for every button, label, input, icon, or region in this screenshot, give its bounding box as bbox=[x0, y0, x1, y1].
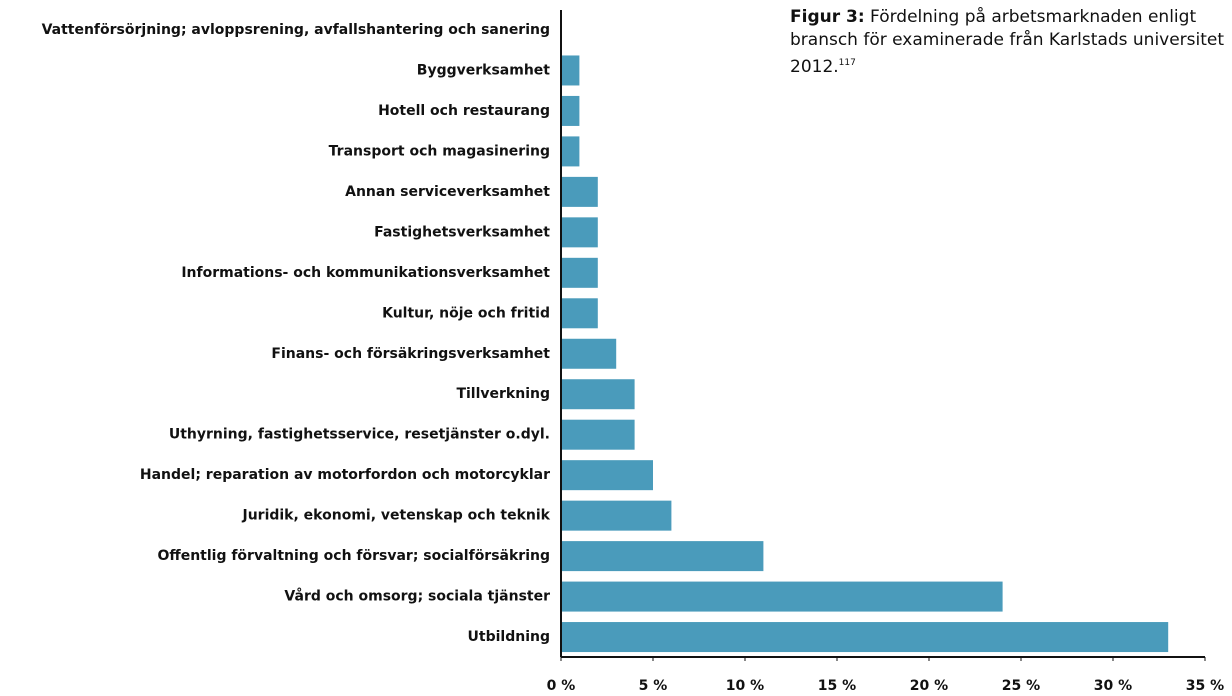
bar bbox=[561, 419, 635, 450]
y-tick-label: Informations- och kommunikationsverksamh… bbox=[181, 265, 550, 281]
x-tick-label: 25 % bbox=[1002, 678, 1040, 694]
bar bbox=[561, 298, 598, 329]
bar bbox=[561, 622, 1169, 653]
x-tick-label: 5 % bbox=[639, 678, 668, 694]
bar bbox=[561, 176, 598, 207]
bar bbox=[561, 257, 598, 288]
bar bbox=[561, 217, 598, 248]
bar bbox=[561, 379, 635, 410]
x-tick-label: 15 % bbox=[818, 678, 856, 694]
bar bbox=[561, 136, 580, 167]
x-tick-label: 10 % bbox=[726, 678, 764, 694]
y-tick-label: Juridik, ekonomi, vetenskap och teknik bbox=[241, 508, 550, 524]
bar bbox=[561, 55, 580, 86]
bar bbox=[561, 95, 580, 126]
annotation-text: Fördelning på arbetsmarknaden enligt bra… bbox=[790, 7, 1225, 77]
bar bbox=[561, 460, 653, 491]
y-tick-label: Annan serviceverksamhet bbox=[345, 184, 550, 200]
bar bbox=[561, 338, 617, 369]
annotation: Figur 3: Fördelning på arbetsmarknaden e… bbox=[790, 6, 1232, 79]
y-tick-label: Tillverkning bbox=[456, 386, 550, 402]
x-tick-label: 0 % bbox=[547, 678, 576, 694]
x-tick-label: 30 % bbox=[1094, 678, 1132, 694]
y-tick-label: Hotell och restaurang bbox=[378, 103, 550, 119]
y-tick-label: Transport och magasinering bbox=[329, 143, 550, 159]
y-tick-label: Handel; reparation av motorfordon och mo… bbox=[140, 467, 550, 483]
y-tick-label: Vård och omsorg; sociala tjänster bbox=[284, 588, 550, 605]
y-tick-label: Vattenförsörjning; avloppsrening, avfall… bbox=[42, 22, 550, 38]
x-tick-label: 35 % bbox=[1186, 678, 1224, 694]
bar bbox=[561, 541, 764, 572]
y-tick-label: Fastighetsverksamhet bbox=[374, 224, 550, 240]
y-tick-label: Uthyrning, fastighetsservice, resetjänst… bbox=[169, 427, 550, 443]
x-tick-label: 20 % bbox=[910, 678, 948, 694]
footnote: 117 bbox=[838, 58, 856, 68]
y-tick-label: Finans- och försäkringsverksamhet bbox=[271, 346, 550, 362]
bar bbox=[561, 581, 1003, 612]
y-tick-label: Offentlig förvaltning och försvar; socia… bbox=[157, 548, 550, 564]
y-tick-label: Byggverksamhet bbox=[417, 62, 551, 78]
bar bbox=[561, 500, 672, 531]
y-tick-label: Utbildning bbox=[468, 629, 550, 645]
annotation-label: Figur 3: bbox=[790, 7, 865, 27]
y-tick-label: Kultur, nöje och fritid bbox=[382, 305, 550, 321]
